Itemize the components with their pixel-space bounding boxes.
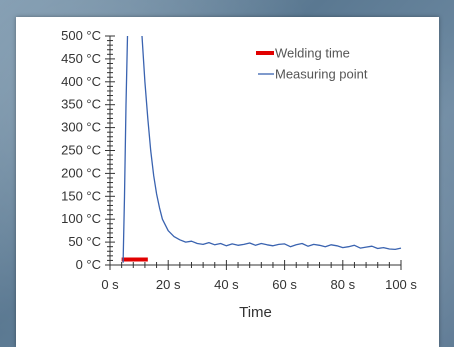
y-tick-label: 100 °C — [61, 211, 101, 226]
y-tick-label: 450 °C — [61, 51, 101, 66]
x-tick-label: 0 s — [101, 277, 119, 292]
x-tick-label: 100 s — [385, 277, 417, 292]
y-tick-label: 400 °C — [61, 74, 101, 89]
y-tick-label: 500 °C — [61, 28, 101, 43]
legend-label-welding: Welding time — [275, 46, 350, 61]
x-tick-label: 40 s — [214, 277, 239, 292]
x-axis-title: Time — [239, 304, 272, 321]
y-tick-label: 350 °C — [61, 97, 101, 112]
chart-axes — [105, 35, 402, 270]
chart-panel: 0 °C 50 °C 100 °C 150 °C 200 °C 250 °C 300 °C 3… — [16, 17, 439, 347]
y-tick-label: 250 °C — [61, 143, 101, 158]
x-tick-label: 20 s — [156, 277, 181, 292]
y-tick-label: 150 °C — [61, 188, 101, 203]
y-tick-label: 200 °C — [61, 165, 101, 180]
y-tick-label: 50 °C — [68, 234, 101, 249]
measuring-point-line — [122, 36, 402, 263]
y-tick-label: 0 °C — [76, 257, 101, 272]
legend-label-measuring: Measuring point — [275, 67, 368, 82]
x-axis-labels: 0 s 20 s 40 s 60 s 80 s 100 s — [101, 277, 417, 292]
y-tick-label: 300 °C — [61, 120, 101, 135]
temperature-chart: 0 °C 50 °C 100 °C 150 °C 200 °C 250 °C 300 °C 3… — [61, 28, 417, 321]
chart-series — [121, 36, 402, 263]
x-tick-label: 60 s — [272, 277, 297, 292]
y-axis-labels: 0 °C 50 °C 100 °C 150 °C 200 °C 250 °C 300 °C 3… — [61, 28, 101, 272]
x-tick-label: 80 s — [331, 277, 356, 292]
chart-legend: Welding time Measuring point — [256, 46, 368, 82]
